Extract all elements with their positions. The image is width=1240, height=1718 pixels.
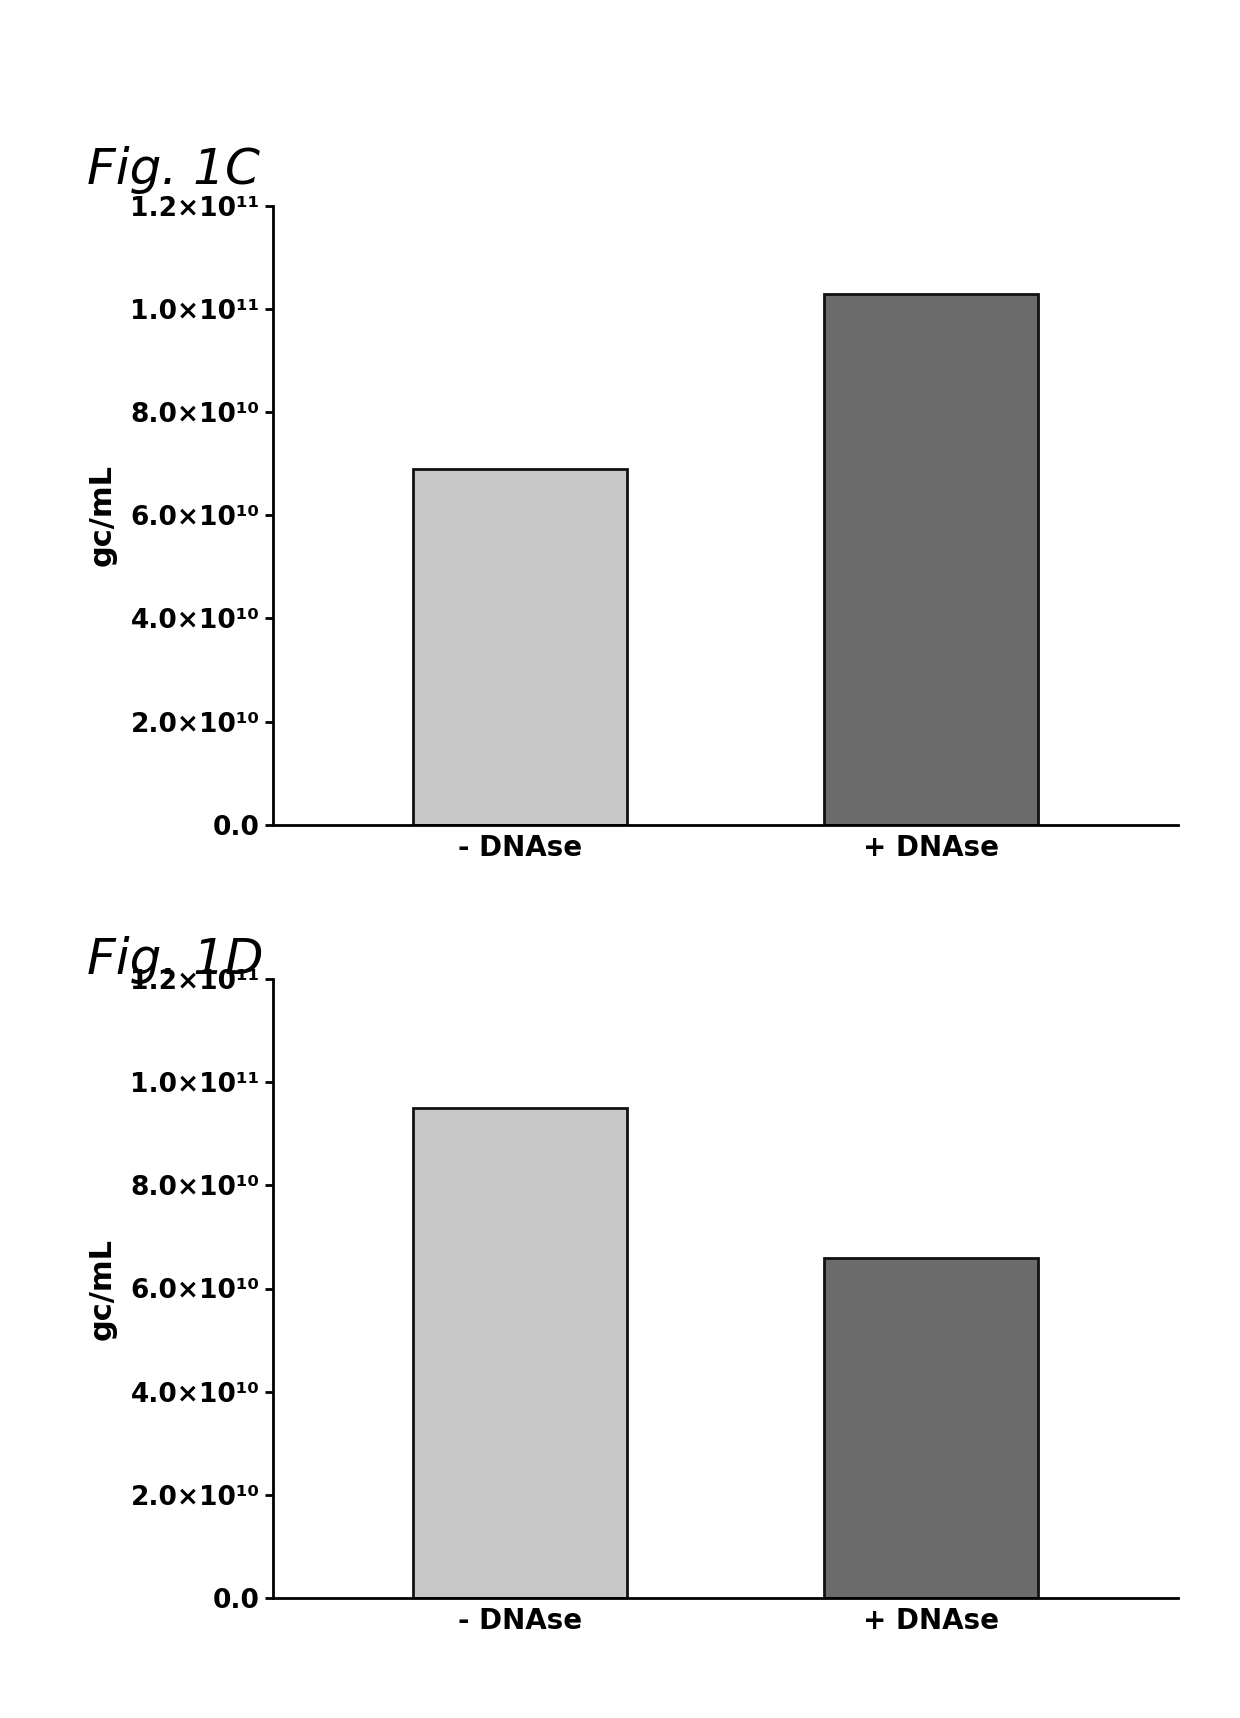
Bar <box>413 469 626 825</box>
Text: Fig. 1D: Fig. 1D <box>87 936 263 984</box>
Bar <box>825 294 1038 825</box>
Bar <box>413 1108 626 1598</box>
Bar <box>825 1258 1038 1598</box>
Y-axis label: gc/mL: gc/mL <box>88 464 117 567</box>
Y-axis label: gc/mL: gc/mL <box>88 1237 117 1340</box>
Text: Fig. 1C: Fig. 1C <box>87 146 259 194</box>
